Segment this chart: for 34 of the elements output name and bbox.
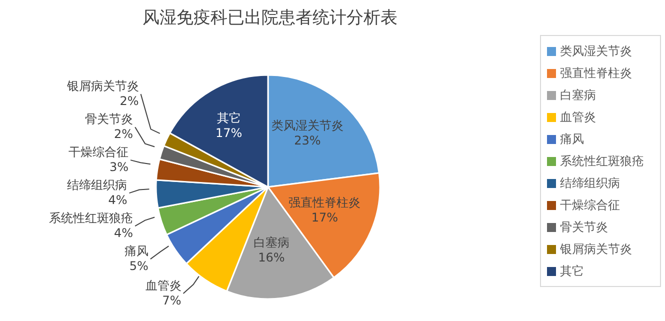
slice-label: 银屑病关节炎	[66, 79, 139, 94]
legend-label: 系统性红斑狼疮	[560, 154, 644, 168]
slice-label: 系统性红斑狼疮	[49, 211, 134, 226]
data-label: 3%	[109, 160, 129, 174]
data-label: 2%	[120, 94, 139, 108]
data-label: 4%	[108, 193, 128, 208]
data-label: 2%	[114, 127, 134, 142]
data-label: 4%	[114, 226, 134, 240]
legend-label: 干燥综合征	[560, 198, 620, 212]
slice-label: 其它	[216, 111, 241, 126]
slice-label: 骨关节炎	[85, 112, 134, 126]
data-label: 23%	[294, 134, 321, 148]
legend-label: 银屑病关节炎	[560, 242, 632, 256]
slice-label: 白塞病	[253, 236, 290, 250]
legend-label: 结缔组织病	[560, 176, 620, 190]
slice-label: 强直性脊柱炎	[288, 196, 361, 210]
legend-label: 强直性脊柱炎	[560, 66, 632, 80]
data-label: 17%	[215, 126, 242, 140]
slice-label: 血管炎	[145, 278, 182, 293]
data-label: 7%	[162, 294, 182, 308]
data-label: 16%	[258, 250, 285, 265]
legend-label: 血管炎	[560, 110, 596, 124]
slice-label: 结缔组织病	[67, 178, 128, 192]
legend-label: 白塞病	[560, 88, 596, 102]
legend-label: 其它	[560, 264, 584, 278]
legend-label: 痛风	[560, 132, 584, 146]
legend-label: 骨关节炎	[560, 220, 608, 234]
data-label: 5%	[129, 259, 148, 274]
data-label: 17%	[311, 210, 338, 225]
legend-label: 类风湿关节炎	[560, 44, 632, 58]
slice-label: 痛风	[124, 244, 148, 258]
chart-title: 风湿免疫科已出院患者统计分析表	[142, 7, 398, 29]
slice-label: 干燥综合征	[68, 145, 129, 160]
slice-label: 类风湿关节炎	[271, 118, 344, 133]
